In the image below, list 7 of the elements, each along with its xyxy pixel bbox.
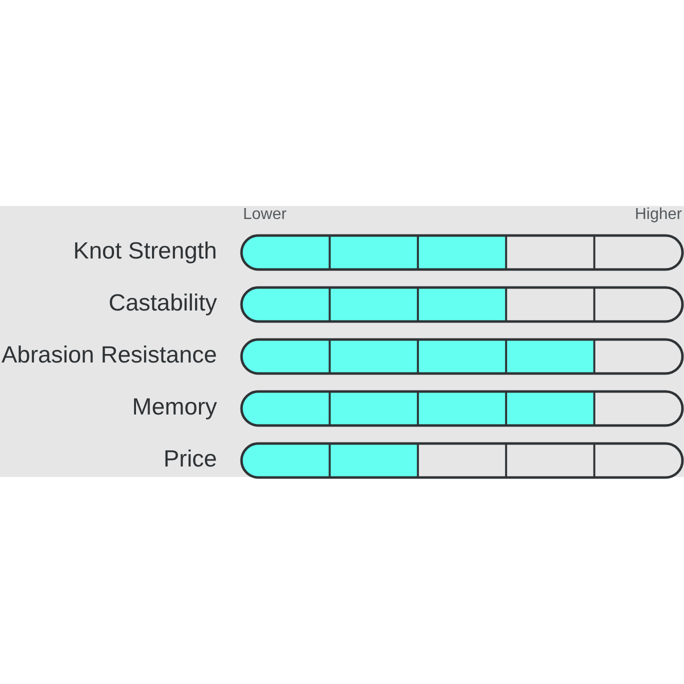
y-tick-label: Memory <box>132 393 218 420</box>
y-tick-label: Abrasion Resistance <box>1 341 217 368</box>
y-tick-label: Castability <box>108 289 218 316</box>
y-tick-label: Knot Strength <box>73 237 217 264</box>
text: Lower <box>243 206 288 223</box>
y-tick-label: Price <box>163 445 217 472</box>
text: Higher <box>634 206 683 223</box>
